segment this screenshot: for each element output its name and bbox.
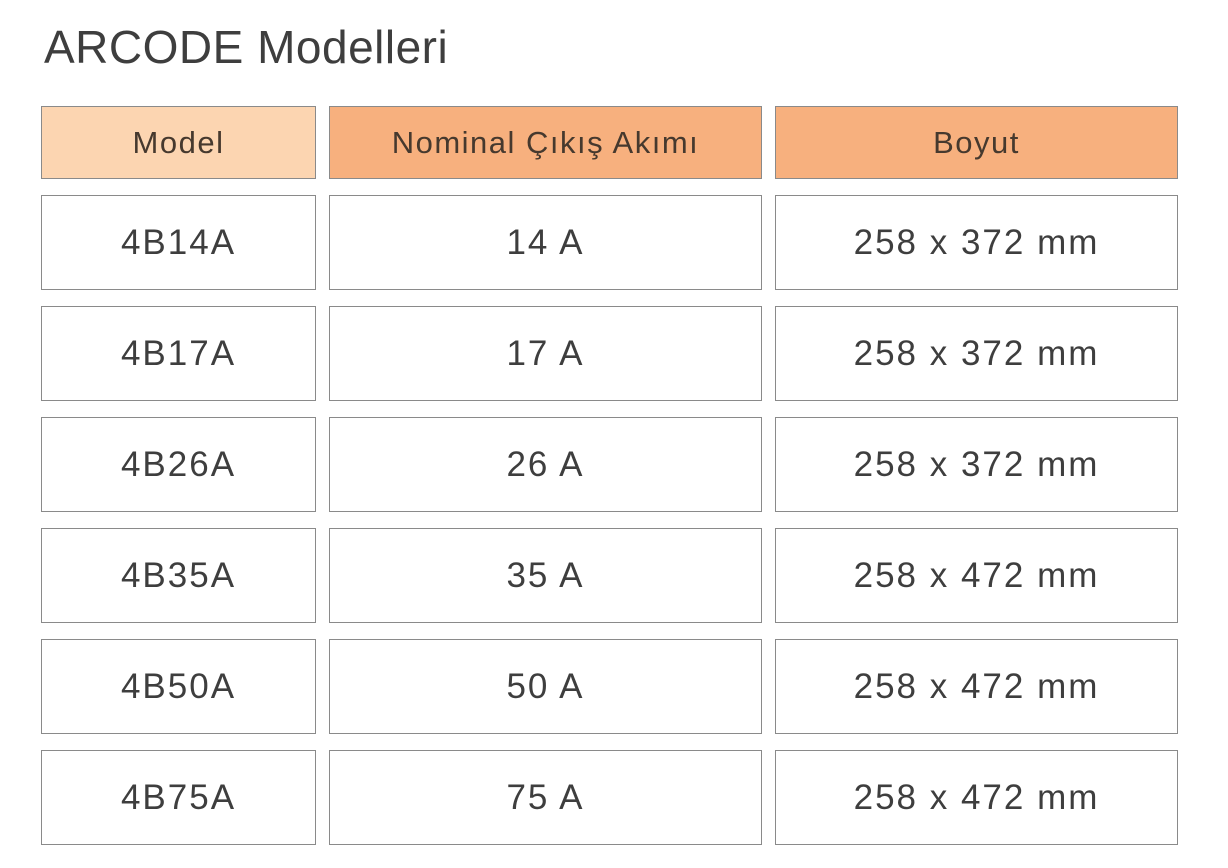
page-title: ARCODE Modelleri [44, 21, 449, 73]
current-cell: 75 A [329, 750, 762, 845]
model-cell: 4B35A [41, 528, 316, 623]
current-cell: 35 A [329, 528, 762, 623]
current-cell: 26 A [329, 417, 762, 512]
model-cell: 4B17A [41, 306, 316, 401]
dimensions-cell: 258 x 372 mm [775, 417, 1178, 512]
model-cell: 4B14A [41, 195, 316, 290]
dimensions-cell: 258 x 472 mm [775, 528, 1178, 623]
dimensions-cell: 258 x 372 mm [775, 306, 1178, 401]
model-cell: 4B50A [41, 639, 316, 734]
header-cell-model: Model [41, 106, 316, 179]
dimensions-cell: 258 x 472 mm [775, 750, 1178, 845]
header-cell-dimensions: Boyut [775, 106, 1178, 179]
current-cell: 17 A [329, 306, 762, 401]
dimensions-cell: 258 x 372 mm [775, 195, 1178, 290]
header-cell-nominal-output-current: Nominal Çıkış Akımı [329, 106, 762, 179]
dimensions-cell: 258 x 472 mm [775, 639, 1178, 734]
current-cell: 50 A [329, 639, 762, 734]
model-cell: 4B75A [41, 750, 316, 845]
current-cell: 14 A [329, 195, 762, 290]
models-table: Model Nominal Çıkış Akımı Boyut 4B14A 14… [41, 106, 1178, 845]
model-cell: 4B26A [41, 417, 316, 512]
